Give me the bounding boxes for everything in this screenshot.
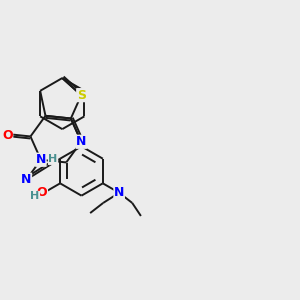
Text: N: N — [114, 186, 124, 199]
Text: S: S — [77, 88, 86, 102]
Text: H: H — [48, 154, 58, 164]
Text: O: O — [37, 185, 47, 199]
Text: N: N — [36, 153, 46, 166]
Text: H: H — [30, 191, 40, 201]
Text: N: N — [76, 135, 86, 148]
Text: O: O — [2, 129, 13, 142]
Text: N: N — [21, 173, 32, 186]
